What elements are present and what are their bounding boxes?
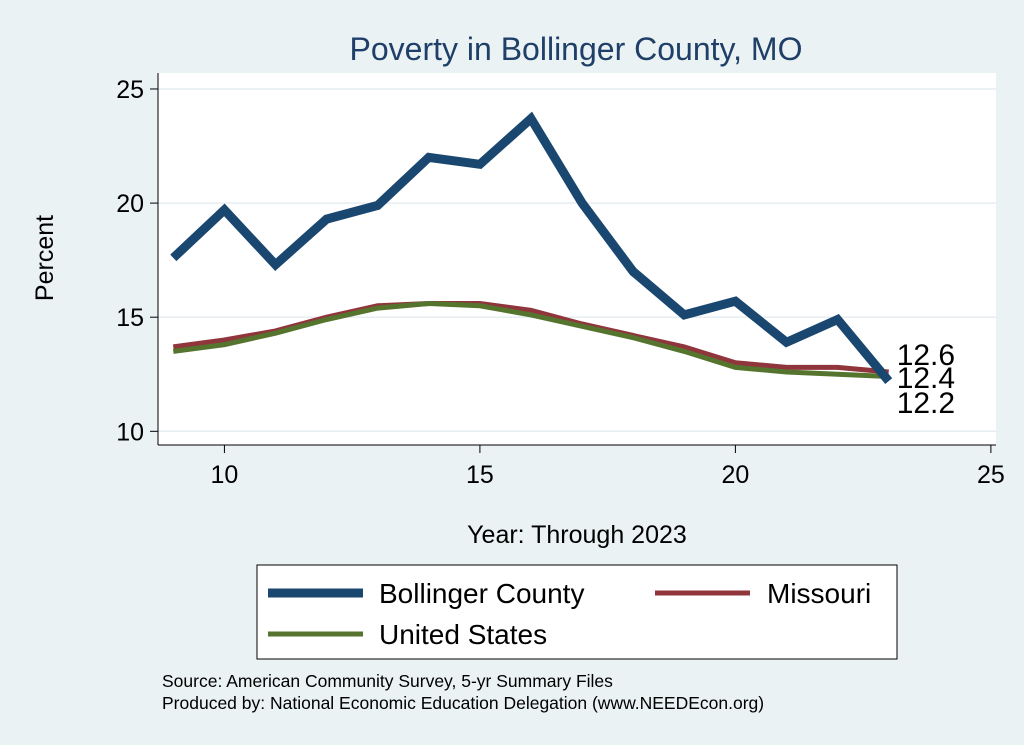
end-value-labels: 12.612.412.2 (897, 339, 955, 420)
y-axis-title: Percent (31, 215, 59, 301)
legend-label-missouri: Missouri (767, 578, 871, 609)
y-tick-label: 15 (116, 304, 144, 332)
plot-area (158, 73, 996, 445)
y-tick-label: 10 (116, 418, 144, 446)
y-axis-ticks: 10 15 20 25 (116, 76, 158, 446)
legend-label-bollinger-county: Bollinger County (379, 578, 584, 609)
end-value-label: 12.4 (897, 362, 955, 395)
x-tick-label: 25 (977, 461, 1005, 489)
x-tick-label: 20 (721, 461, 749, 489)
series-line-bollinger-county (170, 111, 893, 384)
x-tick-label: 15 (466, 461, 494, 489)
legend: Bollinger County Missouri United States (256, 564, 898, 660)
legend-label-united-states: United States (379, 619, 547, 650)
legend-box (256, 564, 898, 660)
end-value-label: 12.6 (897, 339, 955, 372)
x-axis-ticks: 10 15 20 25 (211, 445, 1005, 489)
x-axis-title: Year: Through 2023 (467, 521, 687, 549)
produced-by-note: Produced by: National Economic Education… (162, 693, 764, 713)
x-tick-label: 10 (211, 461, 239, 489)
chart-title: Poverty in Bollinger County, MO (350, 31, 803, 67)
end-value-label: 12.2 (897, 387, 955, 420)
series-lines (170, 111, 893, 384)
series-line-united-states (172, 300, 889, 379)
y-tick-label: 20 (116, 190, 144, 218)
y-tick-label: 25 (116, 76, 144, 104)
source-note: Source: American Community Survey, 5-yr … (162, 671, 613, 691)
